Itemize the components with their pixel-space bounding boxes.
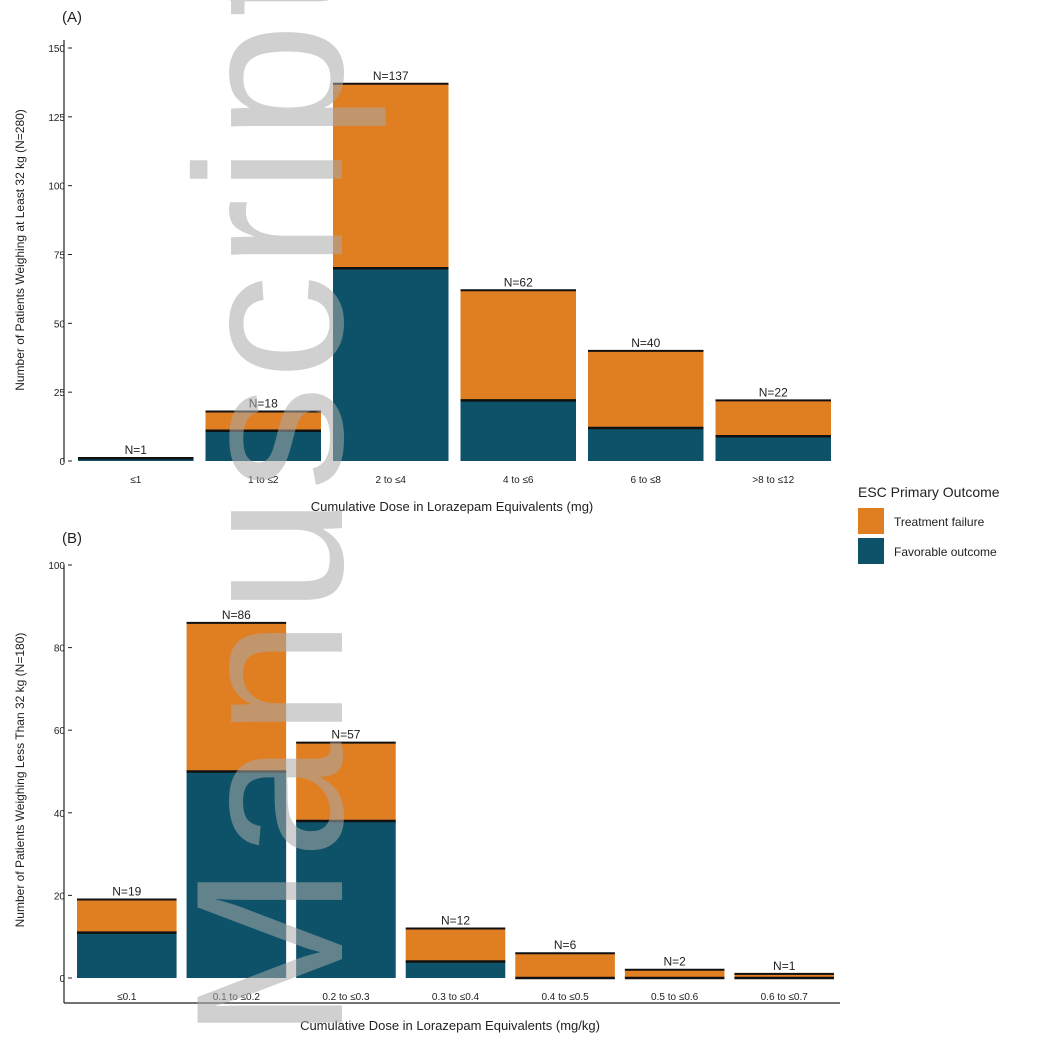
x-tick-label: 6 to ≤8 xyxy=(630,475,661,486)
x-tick-label: 0.4 to ≤0.5 xyxy=(541,992,589,1003)
bar-total-label: N=1 xyxy=(125,443,148,457)
panel-a-y-axis-title: Number of Patients Weighing at Least 32 … xyxy=(13,109,27,391)
bar-treatment-failure xyxy=(734,973,834,978)
panel-b-y-ticks: 0 20 40 60 80 100 xyxy=(48,561,72,985)
bar-favorable-outcome xyxy=(186,771,287,978)
x-tick-label: 4 to ≤6 xyxy=(503,475,534,486)
panel-b-bars xyxy=(77,621,834,980)
x-tick-label: 0.3 to ≤0.4 xyxy=(432,992,480,1003)
bar-treatment-failure xyxy=(624,969,725,978)
bar-favorable-outcome xyxy=(77,932,177,978)
bar-treatment-failure xyxy=(515,953,615,978)
bar-total-label: N=22 xyxy=(759,385,788,399)
bar-treatment-failure xyxy=(460,290,576,401)
x-tick-label: >8 to ≤12 xyxy=(752,475,794,486)
x-tick-label: 0.5 to ≤0.6 xyxy=(651,992,699,1003)
legend-swatch-treatment-failure xyxy=(858,508,884,534)
legend: ESC Primary Outcome Treatment failure Fa… xyxy=(858,484,1000,564)
bar-favorable-outcome xyxy=(405,961,506,978)
bar-total-label: N=6 xyxy=(554,938,577,952)
bar-treatment-failure xyxy=(186,622,287,772)
bar-treatment-failure xyxy=(205,411,321,431)
bar-favorable-outcome xyxy=(333,268,449,461)
y-tick-label: 100 xyxy=(48,561,65,572)
bar-total-label: N=57 xyxy=(331,728,360,742)
bar-treatment-failure xyxy=(405,928,506,962)
panel-a-label: (A) xyxy=(62,9,82,26)
legend-label-treatment-failure: Treatment failure xyxy=(894,515,985,529)
y-tick-label: 20 xyxy=(54,891,66,902)
panel-b-totals: N=19 N=86 N=57 N=12 N=6 N=2 N=1 xyxy=(112,608,795,973)
bar-total-label: N=62 xyxy=(504,275,533,289)
bar-favorable-outcome xyxy=(205,430,321,461)
bar-total-label: N=12 xyxy=(441,913,470,927)
y-tick-label: 0 xyxy=(59,457,65,468)
panel-b-x-axis-title: Cumulative Dose in Lorazepam Equivalents… xyxy=(300,1018,600,1033)
panel-b-label: (B) xyxy=(62,530,82,547)
y-tick-label: 125 xyxy=(48,113,65,124)
bar-favorable-outcome xyxy=(296,821,396,978)
bar-total-label: N=40 xyxy=(631,336,660,350)
bar-favorable-outcome xyxy=(78,458,194,461)
panel-b-y-axis-title: Number of Patients Weighing Less Than 32… xyxy=(13,633,27,928)
legend-label-favorable-outcome: Favorable outcome xyxy=(894,545,997,559)
y-tick-label: 0 xyxy=(59,974,65,985)
panel-a-x-ticks: ≤1 1 to ≤2 2 to ≤4 4 to ≤6 6 to ≤8 >8 to ≤12 xyxy=(130,475,794,486)
y-tick-label: 40 xyxy=(54,809,66,820)
y-tick-label: 25 xyxy=(54,388,66,399)
x-tick-label: 1 to ≤2 xyxy=(248,475,279,486)
bar-treatment-failure xyxy=(333,83,449,269)
panel-a-y-ticks: 0 25 50 75 100 125 150 xyxy=(48,44,72,468)
panel-b-x-ticks: ≤0.1 0.1 to ≤0.2 0.2 to ≤0.3 0.3 to ≤0.4 0.4… xyxy=(117,992,808,1003)
bar-total-label: N=2 xyxy=(663,955,686,969)
y-tick-label: 100 xyxy=(48,182,65,193)
x-tick-label: ≤1 xyxy=(130,475,141,486)
panel-a-bars xyxy=(78,82,831,461)
bar-treatment-failure xyxy=(77,899,177,933)
panel-a-x-axis-title: Cumulative Dose in Lorazepam Equivalents… xyxy=(311,499,594,514)
x-tick-label: 0.1 to ≤0.2 xyxy=(213,992,261,1003)
panel-a-chart: (A) 0 25 50 75 100 125 150 ≤1 1 to ≤2 2 to ≤4 4 t… xyxy=(13,9,831,514)
bar-total-label: N=19 xyxy=(112,885,141,899)
y-tick-label: 80 xyxy=(54,644,66,655)
legend-swatch-favorable-outcome xyxy=(858,538,884,564)
bar-treatment-failure xyxy=(588,350,704,428)
x-tick-label: 0.2 to ≤0.3 xyxy=(322,992,370,1003)
y-tick-label: 150 xyxy=(48,44,65,55)
bar-treatment-failure xyxy=(296,742,396,822)
bar-total-label: N=86 xyxy=(222,608,251,622)
x-tick-label: ≤0.1 xyxy=(117,992,137,1003)
bar-favorable-outcome xyxy=(460,400,576,461)
x-tick-label: 2 to ≤4 xyxy=(375,475,406,486)
legend-title: ESC Primary Outcome xyxy=(858,484,1000,500)
bar-total-label: N=137 xyxy=(373,69,409,83)
y-tick-label: 75 xyxy=(54,251,66,262)
x-tick-label: 0.6 to ≤0.7 xyxy=(761,992,809,1003)
bar-total-label: N=18 xyxy=(249,396,278,410)
panel-b-chart: (B) 0 20 40 60 80 100 ≤0.1 0.1 to ≤0.2 0.2 to ≤… xyxy=(13,530,840,1033)
panel-a-totals: N=1 N=18 N=137 N=62 N=40 N=22 xyxy=(125,69,789,457)
bar-favorable-outcome xyxy=(588,427,704,461)
bar-treatment-failure xyxy=(715,400,831,437)
y-tick-label: 50 xyxy=(54,319,66,330)
y-tick-label: 60 xyxy=(54,726,66,737)
bar-favorable-outcome xyxy=(715,436,831,461)
bar-total-label: N=1 xyxy=(773,959,796,973)
